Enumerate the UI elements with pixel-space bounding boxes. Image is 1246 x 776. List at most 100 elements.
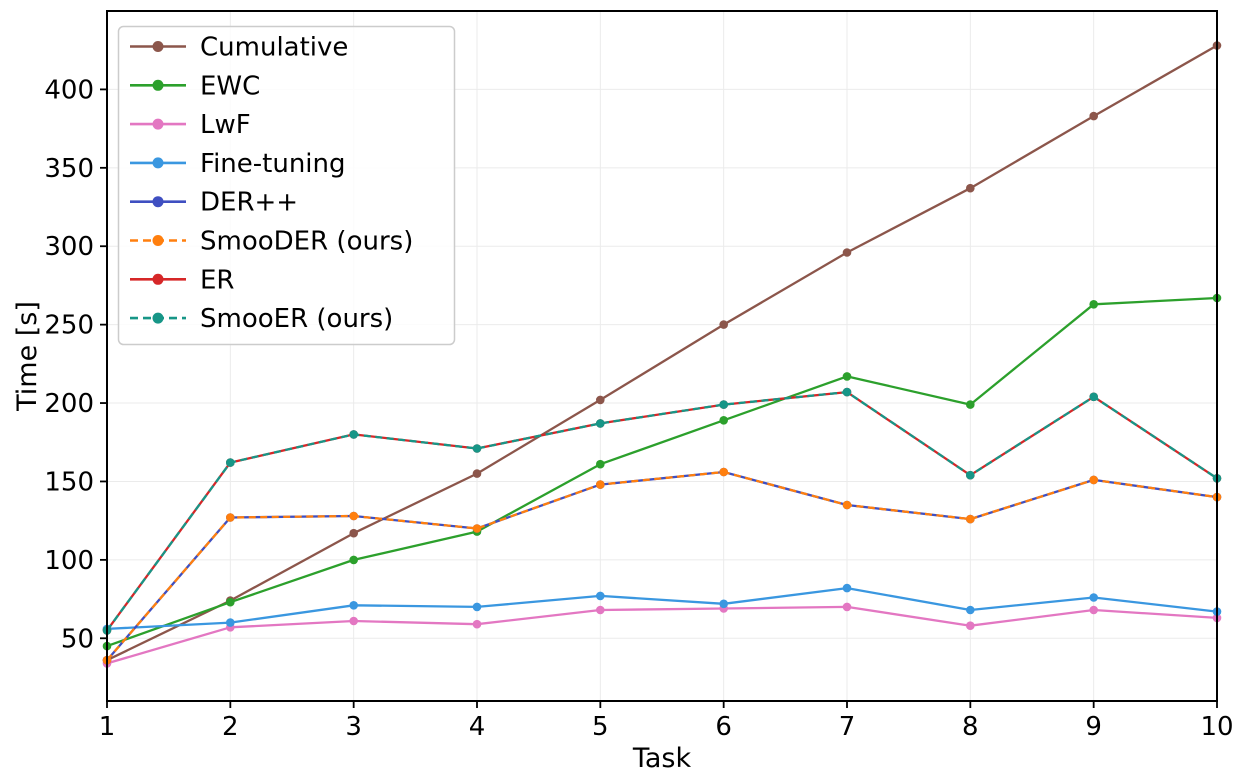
legend-item-cumulative: Cumulative [130, 33, 348, 63]
legend-label: Fine-tuning [200, 149, 346, 179]
data-point-fine-tuning [966, 605, 975, 615]
series-smooder-ours [102, 467, 1222, 665]
x-tick-label: 2 [222, 712, 239, 742]
data-point-ewc [842, 372, 852, 381]
x-tick-label: 6 [715, 712, 732, 742]
data-point-smooer-ours [472, 444, 482, 453]
legend-marker [152, 273, 164, 285]
legend-item-der: DER++ [130, 188, 298, 218]
legend-marker [152, 41, 164, 52]
legend-marker [152, 235, 164, 246]
legend-item-smooder-ours: SmooDER (ours) [130, 227, 413, 257]
series-line-er [106, 390, 1218, 632]
series-line-fine-tuning [106, 586, 1218, 631]
plot-border [106, 10, 1218, 702]
y-tick-label: 250 [44, 311, 94, 341]
data-point-ewc [1089, 300, 1098, 309]
x-tick-label: 5 [592, 712, 609, 742]
data-point-ewc [966, 400, 975, 409]
data-point-fine-tuning [226, 618, 235, 627]
series-ewc [102, 293, 1222, 651]
data-point-ewc [349, 555, 359, 565]
series-er [102, 387, 1222, 635]
series-line-lwf [106, 605, 1218, 665]
series-der [102, 467, 1222, 665]
data-point-fine-tuning [719, 599, 728, 609]
data-point-cumulative [1089, 111, 1098, 121]
legend-box [117, 25, 456, 346]
data-point-smooer-ours [226, 458, 235, 467]
y-tick-label: 100 [44, 546, 94, 576]
legend-marker [152, 157, 164, 169]
x-tick-label: 7 [839, 712, 856, 742]
legend-item-fine-tuning: Fine-tuning [130, 149, 346, 179]
data-point-smooer-ours [842, 387, 852, 397]
legend-marker [152, 196, 164, 208]
y-axis-label: Time [s] [12, 301, 43, 412]
y-tick-label: 200 [44, 389, 94, 419]
data-point-cumulative [966, 183, 975, 193]
legend-label: EWC [200, 71, 260, 101]
legend-label: LwF [200, 110, 251, 140]
legend-label: DER++ [200, 188, 298, 218]
legend-label: SmooER (ours) [200, 304, 393, 334]
series-line-smooer-ours [106, 390, 1218, 632]
data-point-smooder-ours [842, 500, 852, 510]
data-point-ewc [226, 597, 235, 607]
series-lwf [102, 602, 1222, 668]
y-tick-label: 150 [44, 467, 94, 497]
series-smooer-ours [102, 387, 1222, 635]
data-point-lwf [472, 619, 482, 629]
legend-label: ER [200, 265, 235, 295]
data-point-cumulative [596, 395, 605, 405]
data-point-fine-tuning [349, 601, 359, 610]
y-tick-label: 350 [44, 154, 94, 184]
x-tick-label: 8 [962, 712, 979, 742]
x-tick-label: 1 [99, 712, 116, 742]
legend-marker [152, 118, 164, 130]
series-line-der [106, 470, 1218, 661]
data-point-smooder-ours [966, 514, 975, 524]
data-point-ewc [596, 459, 605, 469]
data-point-smooder-ours [349, 511, 359, 521]
data-point-ewc [719, 416, 728, 425]
legend-item-lwf: LwF [130, 110, 251, 140]
gridlines [106, 11, 1218, 701]
data-point-lwf [966, 621, 975, 630]
data-point-smooder-ours [719, 467, 728, 477]
data-point-smooder-ours [1089, 475, 1098, 485]
data-point-lwf [842, 602, 852, 612]
x-tick-label: 3 [345, 712, 362, 742]
series-line-cumulative [106, 44, 1218, 662]
x-tick-label: 10 [1200, 712, 1233, 742]
data-point-smooder-ours [596, 480, 605, 489]
data-point-smooer-ours [596, 419, 605, 428]
series-line-smooder-ours [106, 470, 1218, 661]
data-point-cumulative [349, 528, 359, 538]
data-point-smooder-ours [472, 524, 482, 533]
data-point-smooer-ours [719, 400, 728, 409]
legend-marker [152, 312, 164, 324]
data-point-smooer-ours [966, 470, 975, 480]
legend-label: Cumulative [200, 33, 348, 63]
data-point-fine-tuning [842, 583, 852, 593]
data-point-lwf [349, 616, 359, 626]
data-point-smooer-ours [349, 430, 359, 439]
data-point-lwf [1089, 605, 1098, 615]
series-line-ewc [106, 296, 1218, 648]
data-point-cumulative [472, 469, 482, 478]
data-point-smooer-ours [1089, 392, 1098, 402]
data-point-cumulative [842, 248, 852, 257]
data-point-fine-tuning [472, 602, 482, 612]
x-axis-label: Task [632, 743, 692, 774]
legend-marker [152, 79, 164, 91]
legend-label: SmooDER (ours) [200, 227, 413, 257]
data-point-cumulative [719, 320, 728, 329]
data-point-fine-tuning [596, 591, 605, 601]
data-point-fine-tuning [1089, 593, 1098, 602]
y-axis: 50 100 150 200 250 300 350 400 Time [s] [12, 75, 107, 654]
data-point-smooder-ours [226, 513, 235, 522]
x-tick-label: 9 [1085, 712, 1102, 742]
